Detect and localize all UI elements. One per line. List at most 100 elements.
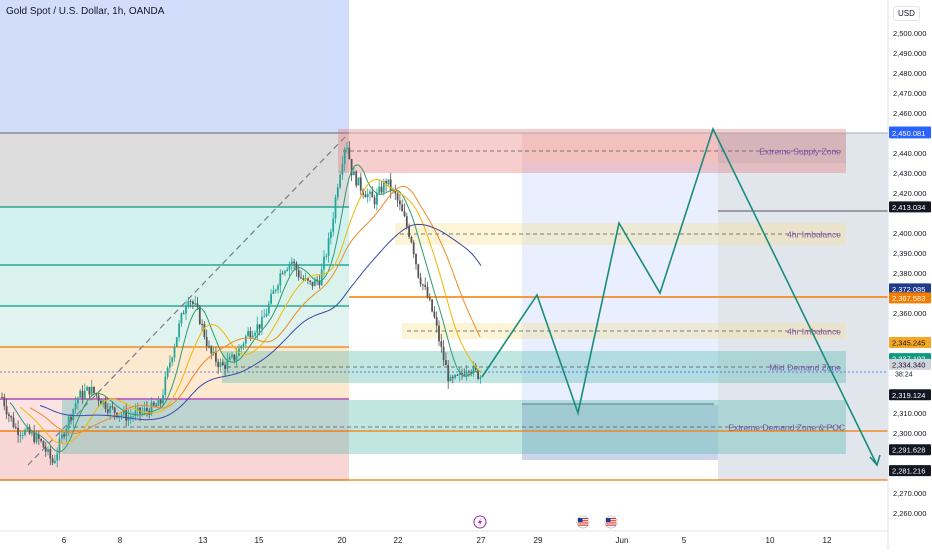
candle-body (47, 449, 49, 452)
candle-body (70, 416, 72, 420)
candle-body (405, 216, 408, 227)
price-label-box (889, 292, 931, 304)
candle-body (479, 377, 482, 379)
candle-body (58, 438, 61, 454)
candle-body (77, 397, 79, 404)
zone-label: Extreme Supply Zone (759, 147, 841, 157)
candle-body (403, 211, 406, 217)
candle-body (37, 434, 40, 439)
candle-body (249, 330, 252, 338)
candle-body (106, 409, 109, 413)
price-label-box (889, 337, 931, 349)
flag-stripe (578, 522, 588, 524)
candle-body (316, 279, 318, 281)
price-label: 2,345.245 (892, 339, 925, 348)
candle-body (295, 263, 298, 271)
candle-body (399, 200, 401, 205)
candle-body (417, 264, 420, 278)
candle-body (178, 323, 180, 338)
price-label-box (889, 201, 931, 213)
us-flag-icon (604, 515, 618, 529)
candle-body (343, 148, 346, 164)
candle-body (60, 434, 63, 439)
candle-body (217, 361, 220, 368)
price-label-box (889, 444, 931, 456)
price-label: 2,281.216 (892, 467, 925, 476)
candle-body (240, 346, 243, 349)
candle-body (355, 171, 358, 186)
candle-body (433, 311, 436, 318)
candle-body (28, 426, 31, 434)
candle-body (419, 277, 422, 285)
y-tick-label: 2,470.000 (893, 89, 926, 98)
candle-body (150, 402, 153, 415)
candles (1, 141, 482, 468)
lightning-bolt (478, 518, 482, 526)
candle-body (221, 362, 224, 366)
candle-body (72, 409, 75, 420)
x-tick-label: 12 (823, 536, 832, 545)
candle-body (445, 360, 447, 366)
candle-body (5, 406, 8, 415)
candle-body (415, 254, 417, 265)
candle-body (88, 386, 91, 395)
candle-body (320, 269, 323, 286)
candle-body (49, 449, 52, 459)
y-tick-label: 2,260.000 (893, 509, 926, 518)
fib-band (0, 399, 349, 431)
y-tick-label: 2,420.000 (893, 189, 926, 198)
x-tick-label: 27 (477, 536, 486, 545)
price-label: 2,367.583 (892, 294, 925, 303)
candle-body (132, 416, 134, 418)
projection-path (481, 126, 878, 466)
bar-countdown: 38:24 (895, 371, 913, 378)
candle-body (35, 434, 38, 443)
candle-body (378, 186, 381, 194)
candle-body (51, 458, 54, 463)
candle-body (123, 410, 125, 415)
price-label-box (889, 389, 931, 401)
price-label: 2,450.081 (892, 129, 925, 138)
candle-body (180, 313, 183, 324)
y-tick-labels: 2,500.000 2,490.000 2,480.000 2,470.000 2,46… (893, 29, 926, 518)
candle-body (263, 316, 266, 318)
y-tick-label: 2,460.000 (893, 109, 926, 118)
flag-canton (578, 518, 583, 522)
candle-body (424, 285, 427, 287)
candle-body (408, 226, 410, 237)
x-tick-label: 15 (255, 536, 264, 545)
candle-body (401, 204, 404, 212)
candle-body (63, 434, 65, 437)
candle-body (155, 405, 157, 407)
x-tick-label: 5 (682, 536, 687, 545)
x-tick-label: Jun (616, 536, 629, 545)
candle-body (334, 197, 337, 219)
candle-body (205, 337, 208, 347)
candle-body (215, 351, 217, 362)
flag-stripe (606, 518, 616, 520)
flag-stripe (606, 522, 616, 524)
candle-body (146, 408, 148, 411)
candle-body (265, 313, 268, 317)
candle-body (325, 255, 328, 257)
candle-body (309, 280, 312, 282)
candle-body (346, 147, 348, 149)
x-tick-label: 13 (199, 536, 208, 545)
candle-body (364, 194, 367, 198)
x-tick-label: 8 (118, 536, 123, 545)
candle-body (341, 163, 344, 175)
candle-body (327, 238, 330, 256)
currency-button[interactable]: USD (893, 6, 920, 21)
price-label: 2,334.340 (892, 360, 925, 369)
candle-body (196, 303, 199, 307)
candle-body (182, 313, 185, 315)
candle-body (258, 324, 261, 329)
x-tick-label: 20 (338, 536, 347, 545)
chart-title: Gold Spot / U.S. Dollar, 1h, OANDA (6, 6, 165, 17)
candle-body (44, 447, 47, 452)
candle-body (438, 325, 440, 342)
candle-body (201, 323, 203, 325)
candle-body (323, 256, 325, 270)
